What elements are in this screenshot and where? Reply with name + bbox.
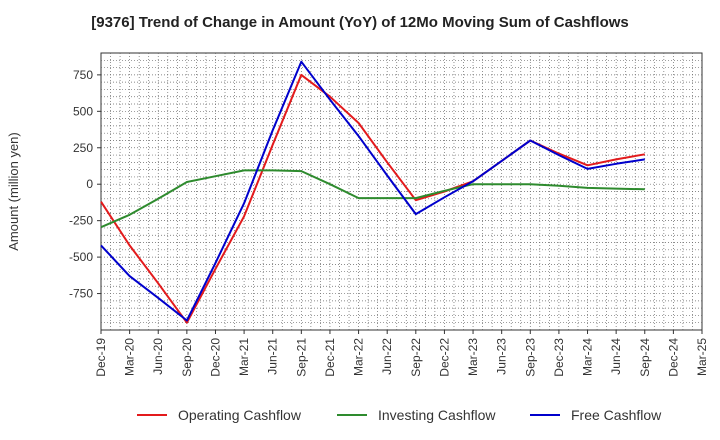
x-tick-label: Dec-21 (323, 338, 337, 377)
x-tick-label: Sep-22 (409, 338, 423, 377)
axis-layer: 750 500 250 0 -250 -500 -750 Dec-19 Mar-20 Jun-20… (69, 68, 709, 377)
series-layer (100, 60, 645, 324)
y-tick-label: 750 (73, 68, 93, 82)
operating-cashflow-line (100, 73, 645, 324)
x-tick-label: Jun-24 (609, 338, 623, 375)
x-tick-label: Jun-20 (151, 338, 165, 375)
x-tick-label: Jun-21 (266, 338, 280, 375)
y-tick-label: -750 (69, 287, 93, 301)
free-cashflow-line (100, 60, 645, 322)
legend-label-operating-cashflow: Operating Cashflow (178, 407, 302, 423)
x-tick-label: Mar-20 (123, 338, 137, 376)
legend-label-free-cashflow: Free Cashflow (571, 407, 662, 423)
x-tick-label: Jun-22 (380, 338, 394, 375)
x-tick-label: Dec-20 (208, 338, 222, 377)
ylabel-layer: Amount (million yen) (6, 132, 21, 251)
x-tick-label: Dec-23 (552, 338, 566, 377)
x-tick-label: Dec-24 (666, 338, 680, 377)
x-tick-label: Mar-21 (237, 338, 251, 376)
x-tick-label: Mar-24 (581, 338, 595, 376)
y-tick-label: 250 (73, 141, 93, 155)
x-tick-label: Mar-25 (695, 338, 709, 376)
chart-title: [9376] Trend of Change in Amount (YoY) o… (91, 14, 629, 31)
x-tick-label: Dec-22 (437, 338, 451, 377)
x-tick-label: Dec-19 (94, 338, 108, 377)
x-tick-label: Sep-23 (523, 338, 537, 377)
y-tick-label: 0 (86, 177, 93, 191)
y-tick-label: -250 (69, 214, 93, 228)
x-tick-label: Jun-23 (495, 338, 509, 375)
y-tick-label: -500 (69, 250, 93, 264)
x-tick-label: Mar-22 (352, 338, 366, 376)
x-tick-label: Sep-24 (638, 338, 652, 377)
x-tick-label: Mar-23 (466, 338, 480, 376)
grid-layer (100, 52, 703, 331)
investing-cashflow-line (100, 169, 645, 229)
x-tick-label: Sep-21 (294, 338, 308, 377)
y-tick-label: 500 (73, 104, 93, 118)
legend-layer: Operating Cashflow Investing Cashflow Free… (137, 407, 662, 423)
y-axis-label: Amount (million yen) (6, 132, 21, 251)
legend-label-investing-cashflow: Investing Cashflow (378, 407, 496, 423)
x-tick-label: Sep-20 (180, 338, 194, 377)
